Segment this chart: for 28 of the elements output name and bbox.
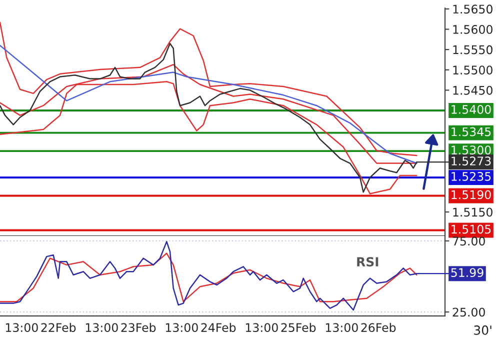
y-tick-label: 25.00 — [452, 308, 485, 317]
ref-line-label: 1.5105 — [452, 224, 491, 234]
ref-line-label: 1.5300 — [452, 146, 491, 154]
y-tick-label: 1.5500 — [453, 66, 492, 75]
ref-line-label: 1.5400 — [452, 104, 491, 114]
annotation: 51.99 — [451, 268, 484, 278]
annotation: 1.5273 — [452, 156, 491, 166]
ref-line-label: 1.5235 — [452, 172, 491, 181]
x-tick-label: 22Feb — [41, 322, 76, 332]
x-tick-label: 13:00 — [246, 323, 278, 332]
x-tick-label: 25Feb — [281, 322, 316, 332]
x-tick-label: 24Feb — [201, 322, 236, 332]
ref-line-label: 1.5190 — [452, 190, 491, 200]
y-tick-label: 1.5150 — [453, 208, 492, 217]
x-tick-label: 26Feb — [361, 322, 396, 332]
x-tick-label: 23Feb — [121, 322, 156, 332]
ref-line-label: 1.5345 — [452, 127, 491, 136]
x-tick-label: 13:00 — [326, 323, 358, 332]
y-tick-label: 1.5550 — [453, 45, 492, 54]
y-tick-label: 1.5450 — [453, 86, 492, 95]
annotation: RSI — [357, 257, 378, 267]
x-tick-label: 13:00 — [6, 323, 38, 332]
x-tick-label: 13:00 — [86, 323, 118, 332]
x-tick-label: 13:00 — [166, 323, 198, 332]
y-tick-label: 1.5600 — [453, 24, 492, 34]
text: 30' — [474, 325, 492, 335]
y-tick-label: 1.5650 — [453, 4, 492, 14]
y-tick-label: 75.00 — [452, 236, 485, 246]
